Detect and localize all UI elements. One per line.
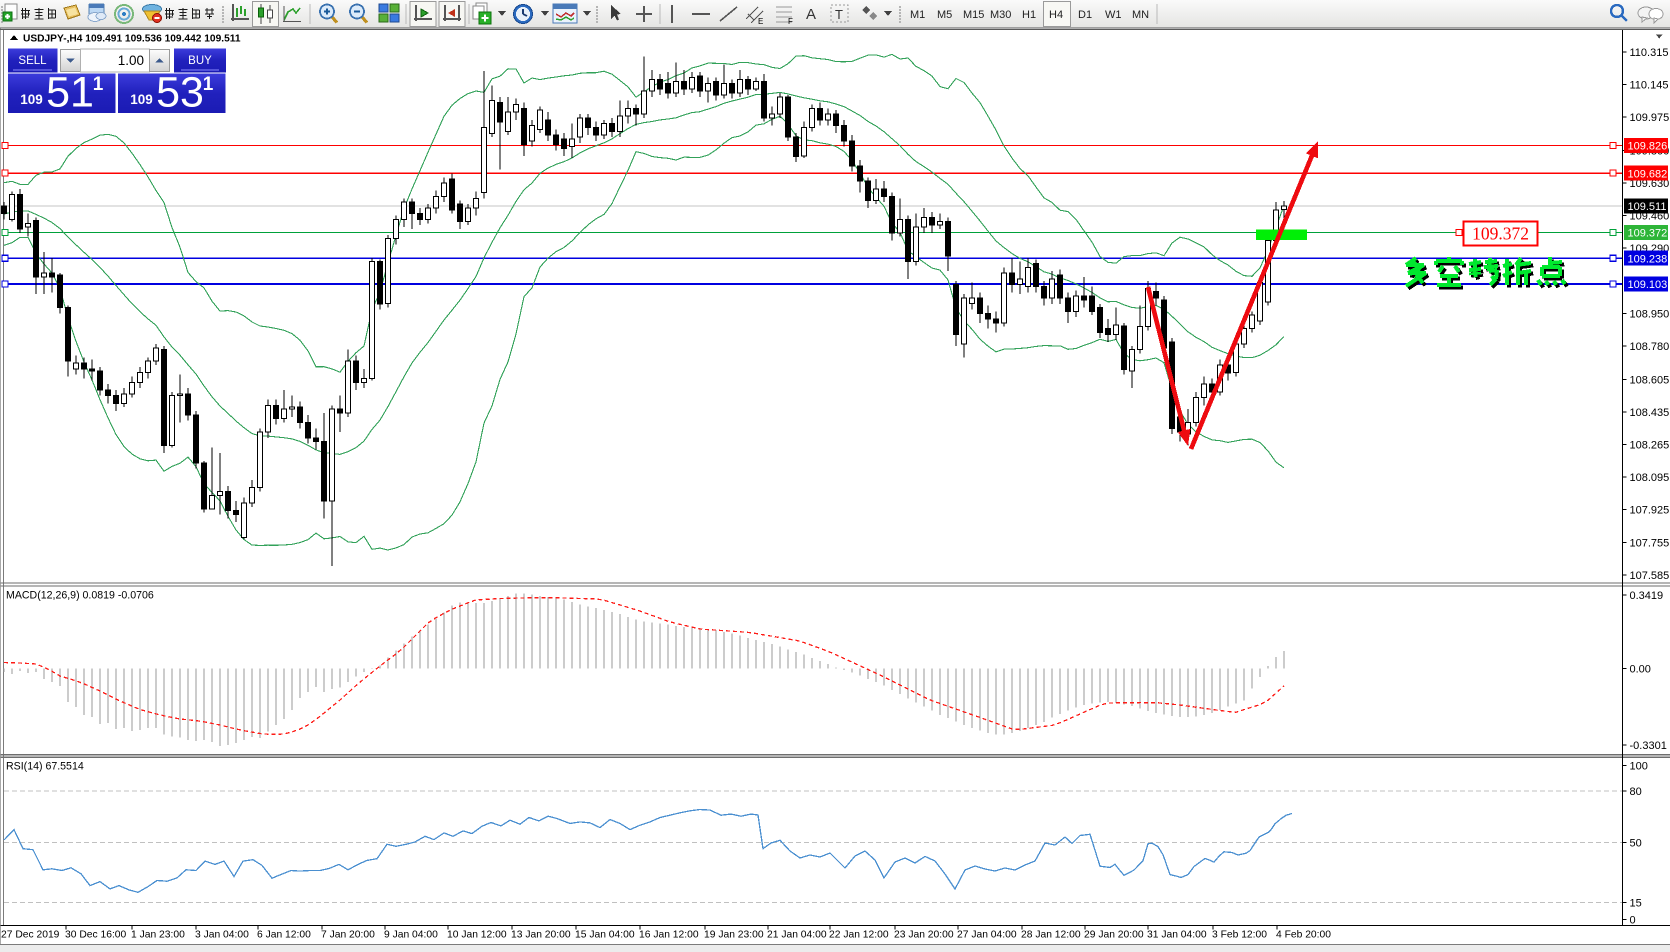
svg-text:29 Jan 20:00: 29 Jan 20:00: [1084, 930, 1144, 941]
svg-text:108.605: 108.605: [1630, 374, 1670, 386]
svg-text:4 Feb 20:00: 4 Feb 20:00: [1276, 930, 1331, 941]
svg-text:15: 15: [1630, 897, 1642, 909]
svg-text:H4: H4: [1049, 9, 1063, 21]
svg-text:51: 51: [46, 69, 94, 117]
svg-text:0.00: 0.00: [1630, 664, 1651, 676]
svg-text:RSI(14) 67.5514: RSI(14) 67.5514: [6, 761, 84, 773]
svg-text:80: 80: [1630, 786, 1642, 798]
svg-text:M5: M5: [937, 9, 952, 21]
svg-text:109: 109: [130, 92, 153, 107]
svg-text:109.372: 109.372: [1628, 228, 1668, 240]
svg-text:3 Feb 12:00: 3 Feb 12:00: [1212, 930, 1267, 941]
svg-text:109.826: 109.826: [1628, 141, 1668, 153]
svg-text:1: 1: [203, 74, 214, 95]
svg-text:M1: M1: [910, 9, 925, 21]
svg-text:108.950: 108.950: [1630, 308, 1670, 320]
svg-text:3 Jan 04:00: 3 Jan 04:00: [195, 930, 249, 941]
svg-text:16 Jan 12:00: 16 Jan 12:00: [639, 930, 699, 941]
svg-text:1: 1: [93, 74, 104, 95]
svg-text:W1: W1: [1105, 9, 1122, 21]
svg-text:13 Jan 20:00: 13 Jan 20:00: [511, 930, 571, 941]
svg-text:SELL: SELL: [18, 55, 47, 67]
svg-text:108.780: 108.780: [1630, 341, 1670, 353]
svg-text:109: 109: [20, 92, 43, 107]
svg-text:109.682: 109.682: [1628, 168, 1668, 180]
svg-text:USDJPY-,H4 109.491 109.536 10: USDJPY-,H4 109.491 109.536 109.442 109.5…: [23, 34, 241, 45]
svg-text:D1: D1: [1078, 9, 1092, 21]
svg-text:109.372: 109.372: [1472, 224, 1529, 244]
svg-text:28 Jan 12:00: 28 Jan 12:00: [1021, 930, 1081, 941]
svg-text:110.145: 110.145: [1630, 79, 1669, 91]
svg-text:7 Jan 20:00: 7 Jan 20:00: [321, 930, 375, 941]
svg-text:53: 53: [156, 69, 204, 117]
svg-text:1.00: 1.00: [118, 53, 144, 68]
svg-text:109.238: 109.238: [1628, 253, 1668, 265]
svg-text:15 Jan 04:00: 15 Jan 04:00: [575, 930, 635, 941]
svg-text:0.3419: 0.3419: [1630, 590, 1664, 602]
svg-text:9 Jan 04:00: 9 Jan 04:00: [384, 930, 438, 941]
svg-text:6 Jan 12:00: 6 Jan 12:00: [257, 930, 311, 941]
svg-text:109.103: 109.103: [1628, 279, 1668, 291]
svg-text:27 Jan 04:00: 27 Jan 04:00: [957, 930, 1017, 941]
svg-text:109.511: 109.511: [1628, 201, 1667, 213]
svg-text:0: 0: [1630, 915, 1636, 927]
svg-text:108.095: 108.095: [1630, 472, 1670, 484]
svg-text:30 Dec 16:00: 30 Dec 16:00: [65, 930, 127, 941]
svg-text:107.585: 107.585: [1630, 570, 1670, 582]
svg-text:MN: MN: [1132, 9, 1149, 21]
svg-text:21 Jan 04:00: 21 Jan 04:00: [767, 930, 827, 941]
svg-text:T: T: [835, 7, 843, 22]
svg-text:27 Dec 2019: 27 Dec 2019: [1, 930, 60, 941]
svg-text:22 Jan 12:00: 22 Jan 12:00: [829, 930, 889, 941]
svg-text:108.435: 108.435: [1630, 407, 1670, 419]
svg-text:109.975: 109.975: [1630, 112, 1670, 124]
svg-text:10 Jan 12:00: 10 Jan 12:00: [447, 930, 507, 941]
svg-text:108.265: 108.265: [1630, 440, 1670, 452]
svg-text:BUY: BUY: [188, 55, 212, 67]
svg-text:E: E: [758, 17, 763, 26]
svg-text:23 Jan 20:00: 23 Jan 20:00: [894, 930, 954, 941]
svg-text:110.315: 110.315: [1630, 47, 1669, 59]
svg-text:H1: H1: [1022, 9, 1036, 21]
svg-text:M30: M30: [990, 9, 1011, 21]
svg-text:109.630: 109.630: [1630, 178, 1670, 190]
svg-text:MACD(12,26,9) 0.0819 -0.0706: MACD(12,26,9) 0.0819 -0.0706: [6, 590, 154, 602]
svg-text:-0.3301: -0.3301: [1630, 740, 1667, 752]
svg-text:50: 50: [1630, 838, 1642, 850]
svg-text:A: A: [806, 6, 816, 23]
svg-text:107.755: 107.755: [1630, 537, 1670, 549]
svg-text:F: F: [788, 17, 793, 26]
svg-text:19 Jan 23:00: 19 Jan 23:00: [704, 930, 764, 941]
svg-text:109.460: 109.460: [1630, 211, 1670, 223]
svg-text:M15: M15: [963, 9, 984, 21]
svg-text:107.925: 107.925: [1630, 505, 1670, 517]
svg-text:31 Jan 04:00: 31 Jan 04:00: [1147, 930, 1207, 941]
svg-text:100: 100: [1630, 761, 1648, 773]
svg-text:1 Jan 23:00: 1 Jan 23:00: [131, 930, 185, 941]
